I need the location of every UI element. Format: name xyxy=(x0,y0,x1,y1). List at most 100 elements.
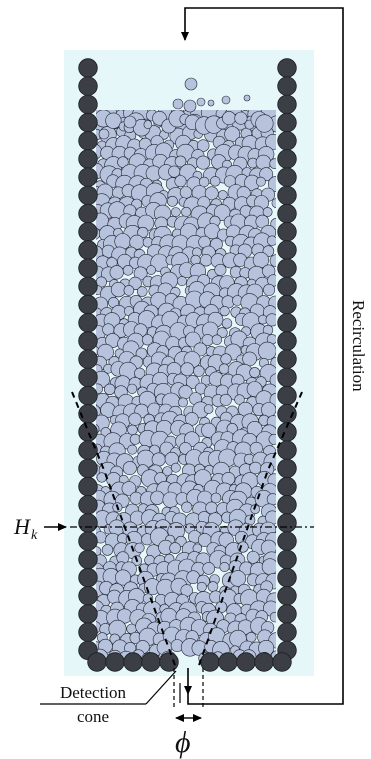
wall-particle xyxy=(277,294,297,315)
particle xyxy=(109,265,124,280)
loose-surface-grains xyxy=(98,77,251,140)
particle xyxy=(266,235,276,246)
bottom-wall-particle xyxy=(254,652,274,672)
particle xyxy=(121,481,137,496)
particle xyxy=(101,544,114,556)
particle xyxy=(268,176,276,192)
particle xyxy=(137,226,149,239)
particle xyxy=(261,558,276,575)
particle xyxy=(255,154,272,171)
wall-particle xyxy=(78,549,98,570)
particle xyxy=(269,611,276,623)
wall-particle xyxy=(78,240,98,260)
particle xyxy=(217,190,228,200)
wall-particle xyxy=(277,258,297,278)
loose-grain xyxy=(207,99,215,107)
wall-particle xyxy=(78,76,98,96)
loose-grain xyxy=(123,115,137,129)
wall-particle xyxy=(277,149,297,169)
particle xyxy=(255,114,274,133)
particle xyxy=(151,452,166,467)
wall-particle xyxy=(277,185,297,206)
particle xyxy=(258,341,276,361)
wall-particle xyxy=(277,549,297,570)
wall-particle xyxy=(277,385,297,406)
wall-particle xyxy=(277,586,297,606)
wall-particle xyxy=(78,586,98,606)
particle xyxy=(220,353,232,365)
particle xyxy=(127,383,138,394)
bottom-wall-particle xyxy=(218,652,238,672)
particle xyxy=(249,461,262,475)
wall-particle xyxy=(277,131,297,151)
bottom-wall-particle xyxy=(159,652,179,672)
particle xyxy=(269,373,276,388)
wall-particle xyxy=(78,276,98,297)
particle xyxy=(181,501,193,513)
wall-particle xyxy=(277,58,297,78)
wall-particle xyxy=(277,476,297,497)
wall-particle xyxy=(78,385,98,406)
particle xyxy=(265,134,276,150)
wall-particle xyxy=(78,458,98,479)
particle xyxy=(203,404,214,414)
particle xyxy=(178,397,188,408)
particle xyxy=(162,466,173,477)
particle xyxy=(110,282,127,298)
wall-particle xyxy=(277,604,297,624)
bottom-wall-particle xyxy=(123,652,143,672)
wall-particle xyxy=(277,349,297,369)
silo-walls xyxy=(78,58,297,672)
particle xyxy=(269,254,276,267)
wall-particle xyxy=(78,313,98,333)
particle xyxy=(166,195,178,207)
particle xyxy=(122,264,134,276)
particle xyxy=(196,581,207,592)
wall-particle xyxy=(277,495,297,515)
loose-grain xyxy=(196,97,206,107)
bottom-wall-particle xyxy=(105,652,125,672)
particle xyxy=(146,265,156,275)
particle xyxy=(214,263,227,276)
particle xyxy=(271,198,276,208)
particle xyxy=(193,365,205,377)
wall-particle xyxy=(78,367,98,388)
particle xyxy=(185,331,201,348)
wall-particle xyxy=(277,567,297,588)
wall-particle xyxy=(78,94,98,115)
particle xyxy=(117,156,129,168)
wall-particle xyxy=(277,458,297,479)
bottom-wall-particle xyxy=(141,652,161,672)
particle xyxy=(255,176,266,187)
wall-particle xyxy=(277,276,297,297)
bottom-wall-particle xyxy=(87,652,107,672)
particle xyxy=(168,165,181,178)
outlet-markers xyxy=(173,668,204,710)
wall-particle xyxy=(78,222,98,242)
particle xyxy=(181,206,192,218)
wall-particle xyxy=(78,203,98,224)
recirculation-loop xyxy=(181,7,344,705)
wall-particle xyxy=(78,604,98,624)
particle xyxy=(174,175,187,188)
wall-particle xyxy=(277,240,297,260)
phi-label: ϕ xyxy=(175,726,191,759)
particle xyxy=(222,111,237,126)
wall-particle xyxy=(277,331,297,351)
bottom-wall-particle xyxy=(272,652,292,672)
wall-particle xyxy=(277,167,297,187)
wall-particle xyxy=(277,76,297,96)
wall-particle xyxy=(277,203,297,224)
wall-particle xyxy=(277,367,297,388)
wall-particle xyxy=(78,258,98,278)
loose-grain xyxy=(98,128,110,140)
wall-particle xyxy=(277,313,297,333)
particle xyxy=(105,112,122,129)
particle xyxy=(174,155,187,168)
particle xyxy=(170,462,181,473)
wall-particle xyxy=(78,495,98,515)
particle xyxy=(134,367,146,379)
loose-grain xyxy=(184,77,198,91)
particle xyxy=(268,433,276,445)
